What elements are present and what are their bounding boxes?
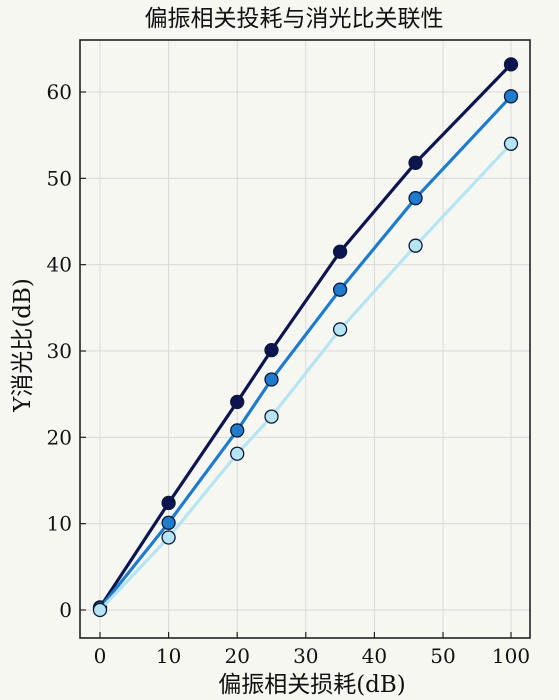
data-point <box>408 191 423 206</box>
data-point <box>408 155 423 170</box>
y-tick-label: 10 <box>47 512 72 536</box>
data-point <box>503 57 519 72</box>
data-point <box>332 282 348 297</box>
data-point <box>161 495 176 511</box>
y-tick-label: 40 <box>47 253 72 277</box>
y-tick-label: 20 <box>47 425 72 449</box>
data-point <box>92 602 108 618</box>
x-tick-label: 0 <box>94 644 107 668</box>
series-layer <box>92 57 519 618</box>
y-tick-label: 50 <box>47 166 72 190</box>
x-tick-label: 40 <box>362 644 387 668</box>
x-tick-label: 50 <box>430 644 455 668</box>
series-3 <box>92 136 519 618</box>
data-point <box>161 515 176 530</box>
x-axis-title: 偏振相关损耗(dB) <box>218 672 406 696</box>
data-point <box>264 342 279 358</box>
plot-frame <box>79 39 531 639</box>
data-point <box>264 409 279 424</box>
data-point <box>503 89 519 104</box>
data-point <box>230 394 245 410</box>
y-tick-label: 0 <box>59 598 72 622</box>
data-point <box>264 372 279 387</box>
axis-ticks: 0 10 20 30 40 50 100 0 10 20 30 40 50 60 <box>47 80 531 668</box>
y-axis-title: Y消光比(dB) <box>10 278 36 413</box>
data-point <box>230 446 245 461</box>
data-point <box>161 530 176 545</box>
x-tick-label: 20 <box>224 644 249 668</box>
grid <box>80 40 530 638</box>
data-point <box>332 322 348 337</box>
data-point <box>408 238 423 253</box>
data-point <box>230 423 245 438</box>
data-point <box>332 244 348 259</box>
y-tick-label: 60 <box>47 80 72 104</box>
x-tick-label: 30 <box>293 644 318 668</box>
x-tick-label: 10 <box>156 644 181 668</box>
y-tick-label: 30 <box>47 339 72 363</box>
chart-title: 偏振相关投耗与消光比关联性 <box>145 6 444 32</box>
x-tick-label: 100 <box>492 644 530 668</box>
data-point <box>503 136 519 151</box>
